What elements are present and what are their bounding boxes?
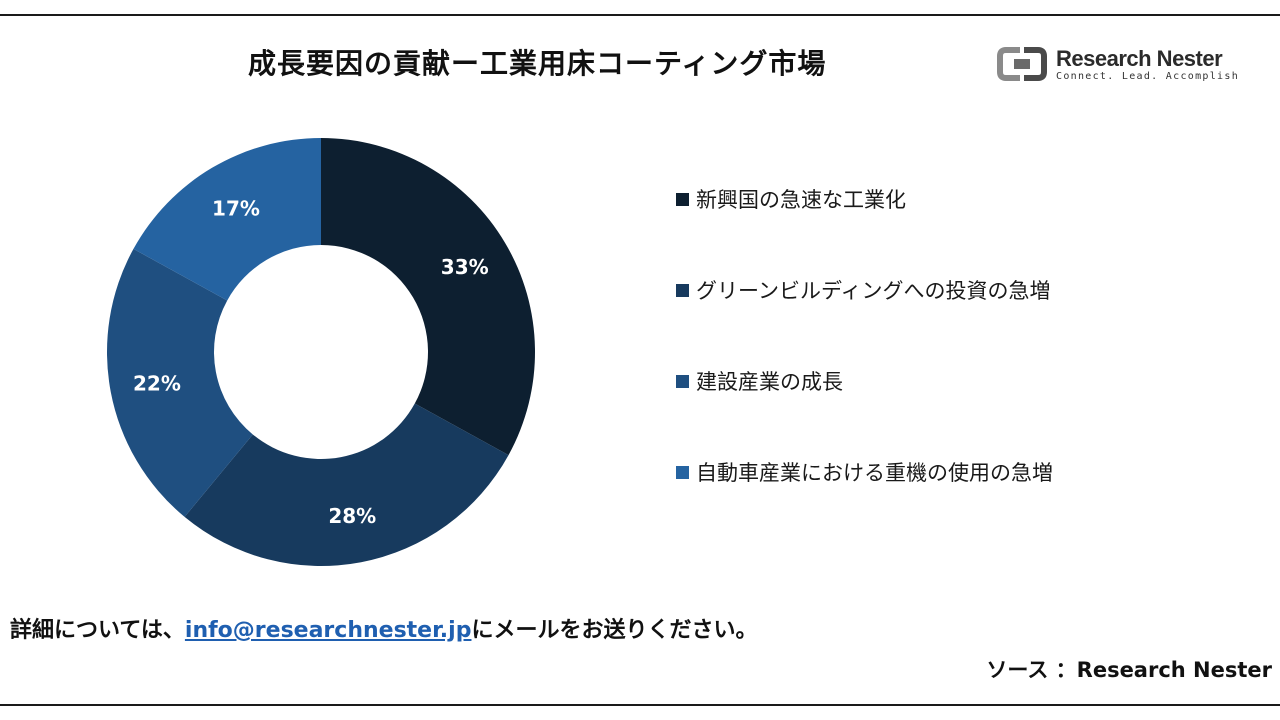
legend-item: 自動車産業における重機の使用の急増 [676, 457, 1053, 487]
logo-name: Research Nester [1056, 46, 1223, 71]
contact-email-link[interactable]: info@researchnester.jp [184, 618, 472, 643]
donut-slice [184, 403, 509, 566]
donut-slice [106, 248, 253, 517]
logo-mark-icon [997, 47, 1047, 81]
legend-label: グリーンビルディングへの投資の急増 [696, 279, 1051, 303]
donut-slice [321, 138, 535, 456]
contact-line: 詳細については、info@researchnester.jpにメールをお送りくだ… [10, 612, 757, 644]
legend-item: 建設産業の成長 [676, 366, 843, 396]
top-rule [0, 14, 1280, 16]
legend-label: 建設産業の成長 [696, 370, 843, 394]
logo-tagline: Connect. Lead. Accomplish [1056, 71, 1240, 82]
donut-slice [133, 138, 321, 301]
legend-swatch-icon [676, 374, 689, 388]
contact-suffix: にメールをお送りください。 [471, 618, 758, 643]
legend-swatch-icon [676, 283, 689, 297]
research-nester-logo: Research Nester Connect. Lead. Accomplis… [996, 46, 1240, 90]
contact-prefix: 詳細については、 [10, 618, 185, 643]
slice-value-label: 33% [441, 255, 489, 279]
source-credit: ソース ：Research Nester [986, 658, 1272, 682]
chart-title: 成長要因の貢献ー工業用床コーティング市場 [248, 47, 827, 80]
slice-value-label: 28% [328, 504, 376, 528]
legend-item: グリーンビルディングへの投資の急増 [676, 275, 1050, 305]
slice-value-label: 22% [133, 371, 181, 395]
bottom-rule [0, 704, 1280, 706]
legend-item: 新興国の急速な工業化 [676, 184, 906, 214]
legend-label: 新興国の急速な工業化 [696, 188, 906, 212]
legend-label: 自動車産業における重機の使用の急増 [696, 461, 1053, 485]
legend-swatch-icon [676, 465, 689, 479]
legend-swatch-icon [676, 192, 689, 206]
slice-value-label: 17% [212, 196, 260, 220]
